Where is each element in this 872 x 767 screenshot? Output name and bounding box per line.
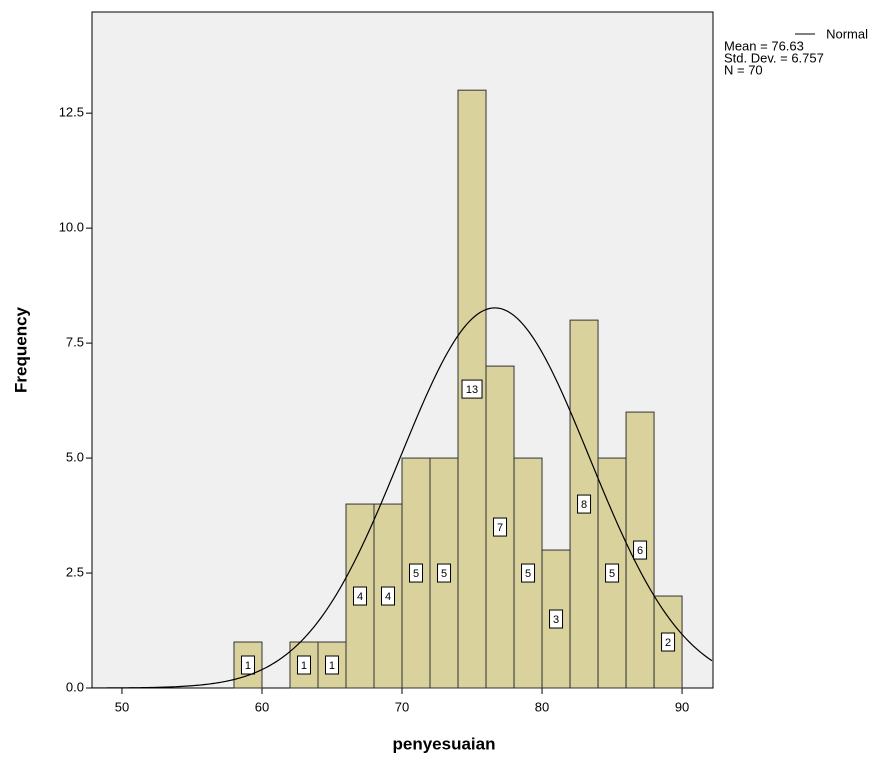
legend-stat: N = 70 <box>724 62 763 77</box>
data-label: 3 <box>553 614 559 626</box>
data-label: 1 <box>329 660 335 672</box>
x-tick-label: 60 <box>255 699 269 714</box>
data-label: 5 <box>525 568 531 580</box>
data-label: 1 <box>245 660 251 672</box>
data-label: 4 <box>385 591 391 603</box>
data-label: 8 <box>581 499 587 511</box>
data-label: 1 <box>301 660 307 672</box>
y-tick-label: 10.0 <box>59 220 84 235</box>
y-axis-title: Frequency <box>11 306 30 393</box>
data-label: 2 <box>665 637 671 649</box>
y-tick-label: 12.5 <box>59 105 84 120</box>
data-label: 6 <box>637 545 643 557</box>
chart: penyesuaian Frequency 0.02.55.07.510.012… <box>0 0 872 762</box>
x-tick-label: 50 <box>115 699 129 714</box>
x-axis-title: penyesuaian <box>393 734 496 753</box>
x-tick-label: 80 <box>535 699 549 714</box>
y-tick-label: 0.0 <box>66 679 84 694</box>
data-label: 4 <box>357 591 363 603</box>
x-tick-label: 90 <box>675 699 689 714</box>
data-label: 7 <box>497 522 503 534</box>
data-label: 5 <box>609 568 615 580</box>
data-label: 5 <box>413 568 419 580</box>
data-label: 5 <box>441 568 447 580</box>
x-tick-label: 70 <box>395 699 409 714</box>
y-tick-label: 7.5 <box>66 335 84 350</box>
y-tick-label: 5.0 <box>66 450 84 465</box>
data-label: 13 <box>466 384 478 396</box>
y-tick-label: 2.5 <box>66 564 84 579</box>
legend-label: Normal <box>826 26 868 41</box>
